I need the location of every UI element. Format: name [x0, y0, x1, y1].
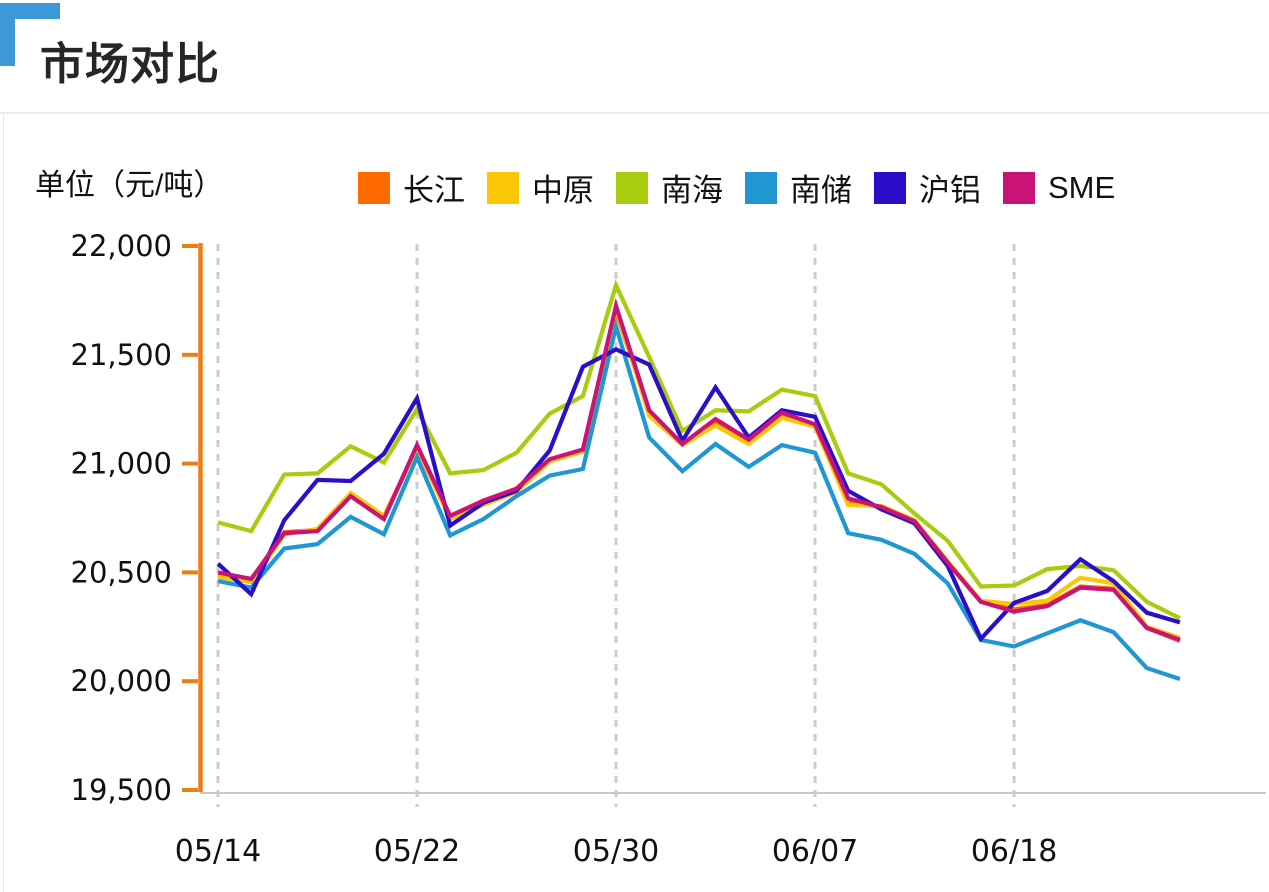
- y-axis-label: 22,000: [71, 229, 172, 263]
- y-axis-label: 20,500: [71, 555, 172, 589]
- x-axis-label: 05/14: [175, 834, 261, 869]
- series-line-changjiang: [217, 303, 1181, 643]
- legend-swatch: [1003, 171, 1035, 204]
- series-line-zhongyuan: [217, 299, 1181, 640]
- legend-label: 南储: [790, 173, 852, 208]
- corner-decoration: [0, 3, 60, 19]
- y-axis-label: 19,500: [71, 773, 172, 807]
- legend-swatch: [358, 171, 390, 204]
- x-axis-label: 05/22: [374, 834, 460, 869]
- legend-swatch: [616, 171, 648, 204]
- legend-swatch: [874, 171, 906, 204]
- legend-label: 中原: [532, 173, 594, 208]
- legend-label: 南海: [661, 173, 723, 208]
- y-axis-label: 20,000: [71, 664, 172, 698]
- legend-item-sme[interactable]: SME: [1003, 170, 1115, 206]
- series-line-nanchu: [217, 318, 1181, 681]
- chart-legend: 长江 中原 南海 南储 沪铝 SME: [358, 165, 1137, 210]
- legend-swatch: [745, 171, 777, 204]
- series-line-nanhai: [217, 279, 1181, 620]
- legend-item-nanchu[interactable]: 南储: [745, 165, 852, 210]
- legend-label: 沪铝: [919, 173, 981, 208]
- unit-label: 单位（元/吨）: [35, 169, 224, 202]
- legend-item-zhongyuan[interactable]: 中原: [487, 165, 594, 210]
- y-axis-label: 21,000: [71, 447, 172, 481]
- legend-swatch: [487, 171, 519, 204]
- legend-item-nanhai[interactable]: 南海: [616, 165, 723, 210]
- title-separator: [0, 112, 1269, 114]
- x-axis-label: 06/18: [971, 834, 1057, 869]
- y-axis-label: 21,500: [71, 338, 172, 372]
- x-axis-label: 05/30: [573, 834, 659, 869]
- legend-label: SME: [1048, 169, 1116, 205]
- series-line-sme: [217, 297, 1181, 642]
- legend-item-changjiang[interactable]: 长江: [358, 165, 465, 210]
- x-axis-label: 06/07: [772, 834, 858, 869]
- page-title: 市场对比: [40, 40, 220, 89]
- legend-label: 长江: [403, 173, 465, 208]
- series-line-hulv: [216, 347, 1181, 643]
- legend-item-hulv[interactable]: 沪铝: [874, 165, 981, 210]
- chart-panel: [3, 113, 1269, 892]
